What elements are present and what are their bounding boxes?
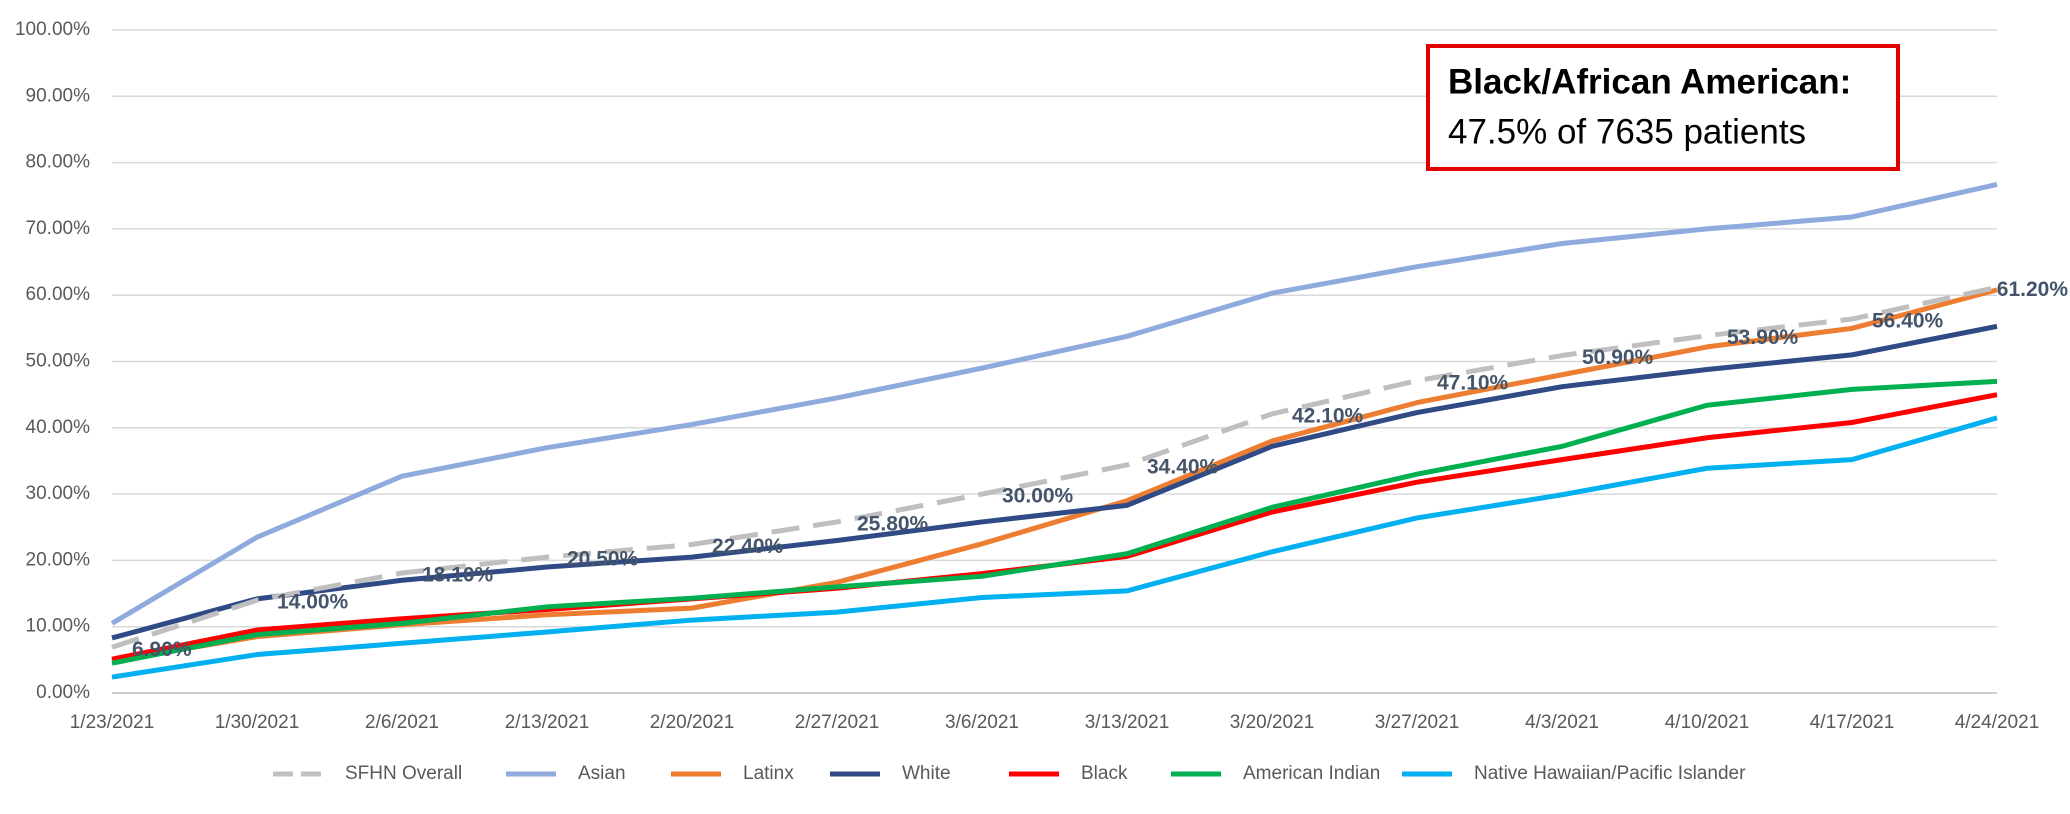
y-tick-label: 90.00% (26, 85, 91, 106)
data-label: 42.10% (1292, 404, 1364, 427)
series-line (111, 392, 1998, 662)
x-tick-label: 2/27/2021 (795, 712, 880, 733)
legend-item: SFHN Overall (273, 763, 462, 784)
data-label: 14.00% (277, 591, 349, 614)
series-line (111, 378, 1998, 666)
legend-label: Native Hawaiian/Pacific Islander (1474, 763, 1746, 784)
data-label: 22.40% (712, 535, 784, 558)
y-tick-label: 80.00% (26, 152, 91, 173)
x-tick-label: 4/17/2021 (1810, 712, 1895, 733)
data-label: 18.10% (422, 564, 494, 587)
legend-item: American Indian (1171, 763, 1380, 784)
legend-label: American Indian (1243, 763, 1380, 784)
legend-item: White (830, 763, 951, 784)
x-tick-label: 3/13/2021 (1085, 712, 1170, 733)
data-label: 30.00% (1002, 485, 1074, 508)
x-tick-label: 3/20/2021 (1230, 712, 1315, 733)
x-tick-label: 4/24/2021 (1955, 712, 2040, 733)
series-line (111, 284, 1998, 650)
x-tick-label: 4/3/2021 (1525, 712, 1599, 733)
x-tick-label: 1/23/2021 (70, 712, 155, 733)
legend-label: SFHN Overall (345, 763, 462, 784)
y-tick-label: 70.00% (26, 218, 91, 239)
y-tick-label: 20.00% (26, 549, 91, 570)
data-label: 20.50% (567, 548, 639, 571)
legend-label: Asian (578, 763, 626, 784)
x-tick-label: 3/27/2021 (1375, 712, 1460, 733)
series-line (111, 287, 1998, 664)
legend-label: Latinx (743, 763, 794, 784)
y-tick-label: 100.00% (15, 19, 90, 40)
x-tick-label: 2/20/2021 (650, 712, 735, 733)
annotation-box (1426, 44, 1900, 171)
series-line (110, 182, 1998, 626)
data-label: 25.80% (857, 512, 929, 535)
series-line (111, 415, 1998, 680)
data-label: 34.40% (1147, 455, 1219, 478)
data-label: 56.40% (1872, 310, 1944, 333)
data-label: 50.90% (1582, 346, 1654, 369)
legend-item: Asian (506, 763, 626, 784)
legend-item: Black (1009, 763, 1128, 784)
data-label: 53.90% (1727, 326, 1799, 349)
legend-item: Latinx (671, 763, 794, 784)
legend-label: White (902, 763, 951, 784)
annotation-title: Black/African American: (1448, 62, 1851, 101)
x-tick-label: 3/6/2021 (945, 712, 1019, 733)
annotation-text: 47.5% of 7635 patients (1448, 112, 1806, 151)
data-label: 47.10% (1437, 371, 1509, 394)
x-tick-label: 1/30/2021 (215, 712, 300, 733)
y-tick-label: 40.00% (26, 417, 91, 438)
y-tick-label: 10.00% (26, 616, 91, 637)
y-tick-label: 60.00% (26, 284, 91, 305)
legend-item: Native Hawaiian/Pacific Islander (1402, 763, 1746, 784)
y-tick-label: 0.00% (36, 682, 90, 703)
plot: 0.00% 10.00% 20.00% 30.00% 40.00% 50.00% 60.00… (15, 19, 2068, 784)
y-tick-label: 50.00% (26, 351, 91, 372)
x-tick-label: 2/13/2021 (505, 712, 590, 733)
data-label: 61.20% (1997, 278, 2069, 301)
x-tick-label: 4/10/2021 (1665, 712, 1750, 733)
data-label: 6.90% (132, 638, 192, 661)
legend-label: Black (1081, 763, 1128, 784)
y-tick-label: 30.00% (26, 483, 91, 504)
series-line (111, 323, 1998, 641)
x-tick-label: 2/6/2021 (365, 712, 439, 733)
